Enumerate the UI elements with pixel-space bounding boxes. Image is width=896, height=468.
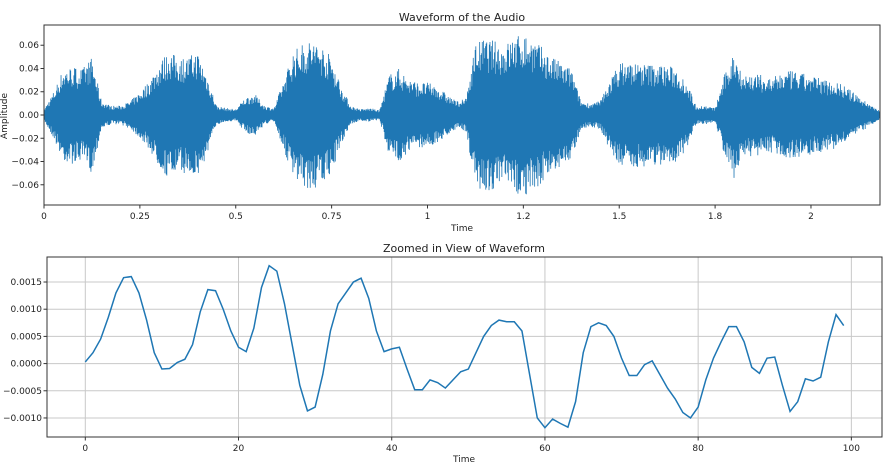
x-tick-label: 1.2 [516,212,530,222]
x-tick-label: 2 [808,212,814,222]
y-tick-label: 0.0005 [11,332,43,342]
x-tick-label: 80 [692,444,704,454]
x-tick-label: 1.5 [612,212,626,222]
axes-frame [46,256,883,438]
y-tick-label: 0.06 [19,41,39,51]
x-tick-label: 0.5 [229,212,243,222]
x-tick-label: 20 [233,444,245,454]
y-tick-label: −0.02 [11,134,39,144]
waveform-axes: Waveform of the Audio Time Amplitude 0 0.… [0,11,881,234]
waveform-series-line [44,36,880,195]
x-tick-label: 0.25 [130,212,150,222]
zoomed-title: Zoomed in View of Waveform [383,242,545,255]
x-tick-label: 0 [41,212,47,222]
x-tick-label: 1 [425,212,431,222]
y-tick-label: 0.0015 [11,278,43,288]
x-tick-label: 0.75 [322,212,342,222]
x-tick-label: 60 [539,444,551,454]
y-tick-label: 0.02 [19,88,39,98]
y-tick-label: 0.0010 [11,305,43,315]
y-tick-label: 0.04 [19,64,39,74]
x-tick-label: 1.8 [708,212,723,222]
y-tick-label: −0.0005 [3,387,42,397]
waveform-title: Waveform of the Audio [399,11,526,24]
y-tick-label: 0.0000 [11,360,43,370]
x-tick-label: 100 [843,444,860,454]
zoomed-xlabel: Time [452,455,475,464]
waveform-ylabel: Amplitude [0,92,10,139]
x-tick-label: 40 [386,444,398,454]
x-tick-label: 0 [82,444,88,454]
y-tick-label: −0.04 [11,158,39,168]
y-tick-label: 0.00 [19,111,39,121]
y-tick-label: −0.06 [11,181,39,191]
y-tick-label: −0.0010 [3,414,42,424]
zoomed-axes: Zoomed in View of Waveform Time 0 20 40 60 8… [3,242,883,465]
waveform-xlabel: Time [450,224,473,234]
zoomed-series-line [84,264,845,429]
